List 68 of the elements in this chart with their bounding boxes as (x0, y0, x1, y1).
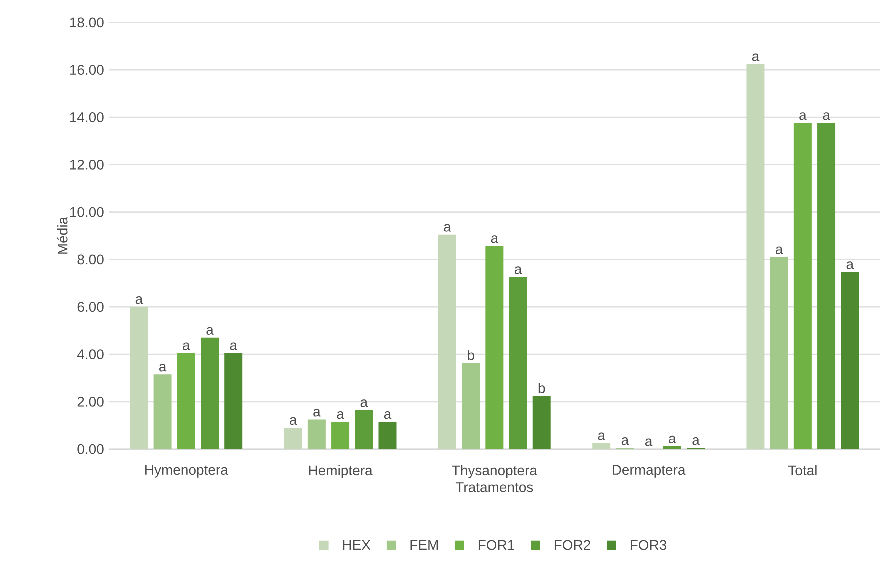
data-label: a (800, 112, 807, 120)
bar (746, 64, 765, 450)
y-axis-title: Média (57, 216, 68, 254)
data-label: a (776, 246, 784, 254)
bar (438, 234, 456, 450)
x-axis-title: Tratamentos (456, 482, 534, 492)
legend-label: FOR2 (554, 540, 590, 550)
bar (332, 422, 350, 450)
y-tick-label: 16.00 (70, 65, 104, 76)
y-tick-label: 4.00 (77, 350, 104, 360)
data-label: a (598, 432, 606, 440)
y-tick-label: 0.00 (78, 444, 104, 454)
y-tick-label: 12.00 (70, 160, 104, 170)
legend-label: HEX (343, 540, 371, 550)
bar (130, 307, 148, 450)
legend-label: FOR1 (478, 540, 514, 550)
data-label: a (846, 262, 854, 270)
data-label: a (159, 364, 167, 372)
bar (532, 396, 551, 450)
x-tick-label: Thysanoptera (452, 465, 538, 478)
data-label: a (444, 224, 452, 232)
data-label: a (752, 54, 760, 62)
data-label: a (669, 436, 676, 444)
y-tick-label: 8.00 (78, 254, 104, 265)
bar (308, 420, 326, 450)
bar (177, 353, 196, 450)
y-tick-label: 10.00 (70, 207, 104, 218)
data-label: a (645, 438, 653, 446)
bar (509, 277, 528, 450)
y-tick-label: 2.00 (78, 396, 104, 407)
bar (462, 363, 480, 450)
bar (794, 123, 812, 450)
data-label: a (136, 296, 144, 304)
data-label: a (206, 327, 214, 336)
bar (201, 338, 219, 450)
bar (355, 410, 374, 450)
data-label: a (384, 411, 392, 420)
data-label: a (491, 236, 499, 244)
bar (841, 272, 860, 450)
bar (284, 428, 302, 450)
bar (770, 257, 788, 450)
y-tick-label: 18.00 (70, 18, 104, 28)
data-label: a (622, 438, 630, 446)
bar (154, 374, 172, 450)
data-label: a (514, 266, 522, 274)
y-tick-label: 6.00 (78, 302, 104, 312)
x-tick-label: Hemiptera (309, 465, 373, 478)
legend-label: FEM (410, 540, 438, 550)
data-label: a (337, 411, 344, 420)
data-label: a (314, 409, 321, 417)
data-label: a (360, 400, 368, 408)
bar (378, 422, 397, 450)
data-label: a (230, 342, 238, 350)
bar (818, 123, 836, 450)
x-tick-label: Total (788, 465, 817, 476)
data-label: b (468, 350, 474, 360)
legend-label: FOR3 (630, 540, 667, 550)
data-label: b (538, 383, 546, 394)
x-tick-label: Dermaptera (612, 465, 686, 478)
y-tick-label: 14.00 (70, 112, 104, 122)
data-label: a (692, 438, 700, 446)
bar (592, 443, 611, 450)
bar (224, 353, 243, 450)
bar (486, 246, 504, 450)
data-label: a (823, 112, 830, 120)
x-tick-label: Hymenoptera (146, 465, 228, 478)
data-label: a (290, 417, 298, 426)
data-label: a (183, 342, 190, 350)
